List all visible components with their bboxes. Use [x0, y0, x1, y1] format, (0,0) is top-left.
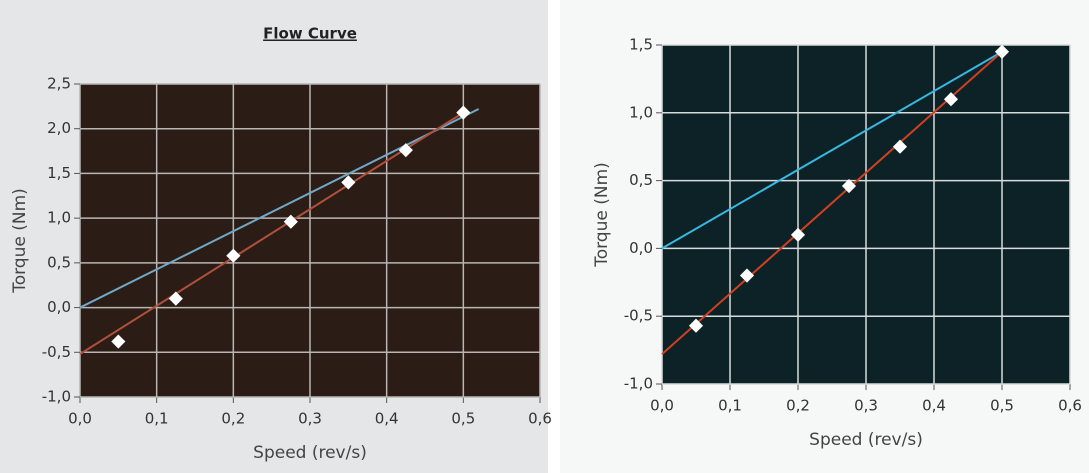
- x-tick-label: 0,6: [1058, 397, 1082, 415]
- x-tick-label: 0,3: [298, 410, 322, 428]
- y-tick-label: 0,0: [47, 298, 71, 316]
- x-tick-label: 0,6: [528, 410, 552, 428]
- y-tick-label: 0,5: [47, 253, 71, 271]
- x-tick-label: 0,0: [650, 397, 674, 415]
- x-tick-label: 0,0: [68, 410, 92, 428]
- y-tick-label: -0,5: [42, 343, 71, 361]
- x-tick-label: 0,2: [221, 410, 245, 428]
- x-tick-label: 0,4: [922, 397, 946, 415]
- x-tick-label: 0,1: [145, 410, 169, 428]
- y-tick-label: 0,5: [629, 171, 653, 189]
- screenshot: 0,0 0,1 0,2 0,3 0,4 0,5 0,6 -1,0 -0,5 0,0 0,5 1,0 1,…: [0, 0, 1089, 473]
- y-axis-title: Torque (Nm): [10, 188, 30, 294]
- y-tick-label: 1,5: [629, 36, 653, 54]
- y-tick-label: -1,0: [42, 388, 71, 406]
- y-tick-label: -0,5: [624, 307, 653, 325]
- x-axis-title: Speed (rev/s): [809, 430, 923, 450]
- chart-title: Flow Curve: [263, 25, 357, 43]
- y-tick-label: 0,0: [629, 239, 653, 257]
- x-tick-label: 0,1: [718, 397, 742, 415]
- x-tick-label: 0,5: [990, 397, 1014, 415]
- x-tick-label: 0,2: [786, 397, 810, 415]
- x-tick-label: 0,4: [375, 410, 399, 428]
- y-axis-title: Torque (Nm): [592, 162, 612, 268]
- x-tick-label: 0,3: [854, 397, 878, 415]
- y-tick-label: -1,0: [624, 375, 653, 393]
- y-tick-label: 2,0: [47, 119, 71, 137]
- y-tick-label: 2,5: [47, 75, 71, 93]
- y-tick-label: 1,0: [629, 103, 653, 121]
- x-axis-title: Speed (rev/s): [253, 443, 367, 463]
- y-tick-label: 1,0: [47, 209, 71, 227]
- y-tick-label: 1,5: [47, 164, 71, 182]
- x-tick-label: 0,5: [451, 410, 475, 428]
